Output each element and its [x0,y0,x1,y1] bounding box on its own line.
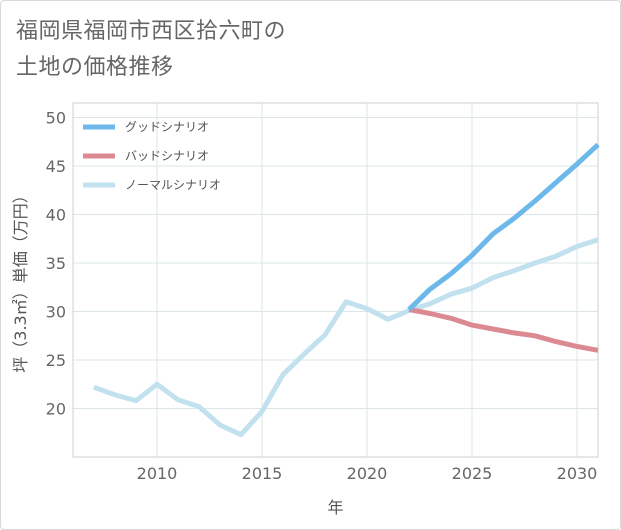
series-line-3 [93,237,599,438]
y-tick-label: 20 [46,400,66,419]
series-line-1 [407,142,600,312]
x-axis-label: 年 [327,498,343,517]
chart-title-line-2: 土地の価格推移 [16,55,174,80]
series-line-2 [408,307,599,353]
chart-title-line-1: 福岡県福岡市西区拾六町の [16,19,287,44]
legend-label: ノーマルシナリオ [125,178,221,192]
y-tick-label: 40 [46,206,66,225]
series-layer [93,142,600,438]
chart-title: 福岡県福岡市西区拾六町の 土地の価格推移 [16,14,286,86]
x-tick-label: 2030 [557,464,598,483]
y-tick-label: 45 [46,157,66,176]
plot-area [72,102,599,458]
x-tick-label: 2010 [137,464,178,483]
y-axis-label: 坪（3.3㎡）単価（万円） [11,187,30,372]
x-tick-label: 2015 [242,464,283,483]
y-tick-label: 30 [46,303,66,322]
legend-label: バッドシナリオ [125,149,209,163]
y-tick-label: 25 [46,351,66,370]
y-tick-label: 50 [46,109,66,128]
y-tick-label: 35 [46,254,66,273]
legend-label: グッドシナリオ [125,120,209,134]
x-tick-label: 2020 [347,464,388,483]
grid-lines [73,103,598,457]
x-tick-label: 2025 [452,464,493,483]
